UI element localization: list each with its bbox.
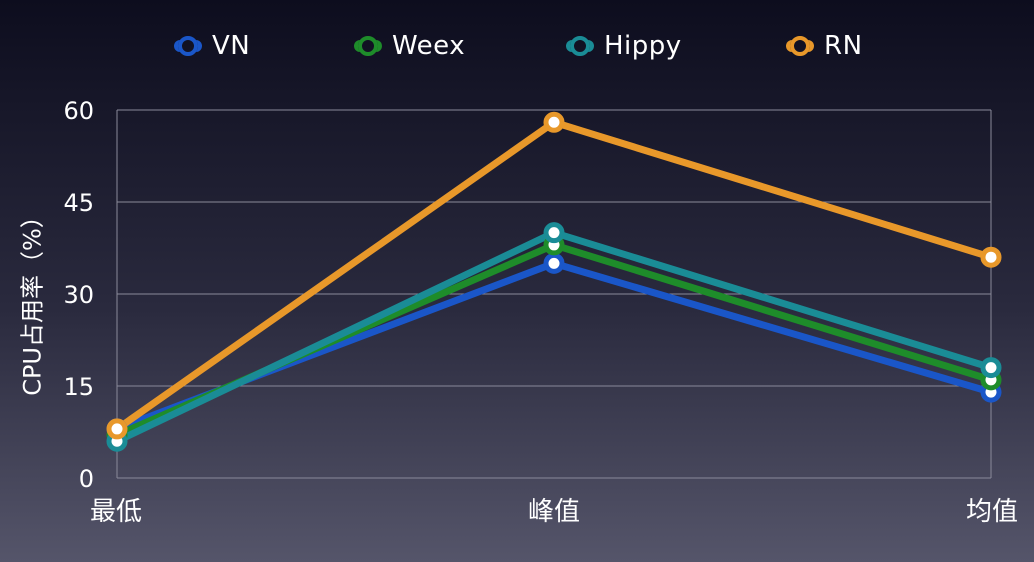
y-tick-label-3: 45 [63, 189, 94, 217]
data-point-hippy-1 [543, 222, 565, 244]
data-point-vn-1 [543, 252, 565, 274]
legend-label-rn: RN [824, 31, 863, 61]
data-point-rn-2 [980, 246, 1002, 268]
legend-item-rn: RN [790, 26, 863, 66]
legend-marker-weex [358, 36, 378, 56]
x-tick-label-1: 峰值 [528, 497, 580, 527]
legend-label-hippy: Hippy [604, 31, 682, 61]
y-tick-label-2: 30 [63, 281, 94, 309]
legend-marker-vn [178, 36, 198, 56]
legend-marker-hippy [570, 36, 590, 56]
data-point-rn-0 [106, 418, 128, 440]
data-point-hippy-2 [980, 357, 1002, 379]
legend-label-vn: VN [212, 31, 251, 61]
x-tick-label-2: 均值 [966, 497, 1018, 527]
legend-item-vn: VN [178, 26, 250, 66]
legend-item-weex: Weex [358, 26, 465, 66]
y-tick-label-1: 15 [63, 373, 94, 401]
data-point-rn-1 [543, 111, 565, 133]
legend-marker-rn [790, 36, 810, 56]
chart-legend: VN Weex Hippy RN [0, 26, 1034, 66]
legend-label-weex: Weex [392, 31, 466, 61]
x-tick-label-0: 最低 [90, 497, 142, 527]
y-tick-label-4: 60 [63, 97, 94, 125]
series-line-vn [113, 259, 995, 433]
legend-item-hippy: Hippy [570, 26, 682, 66]
y-tick-label-0: 0 [79, 465, 94, 493]
